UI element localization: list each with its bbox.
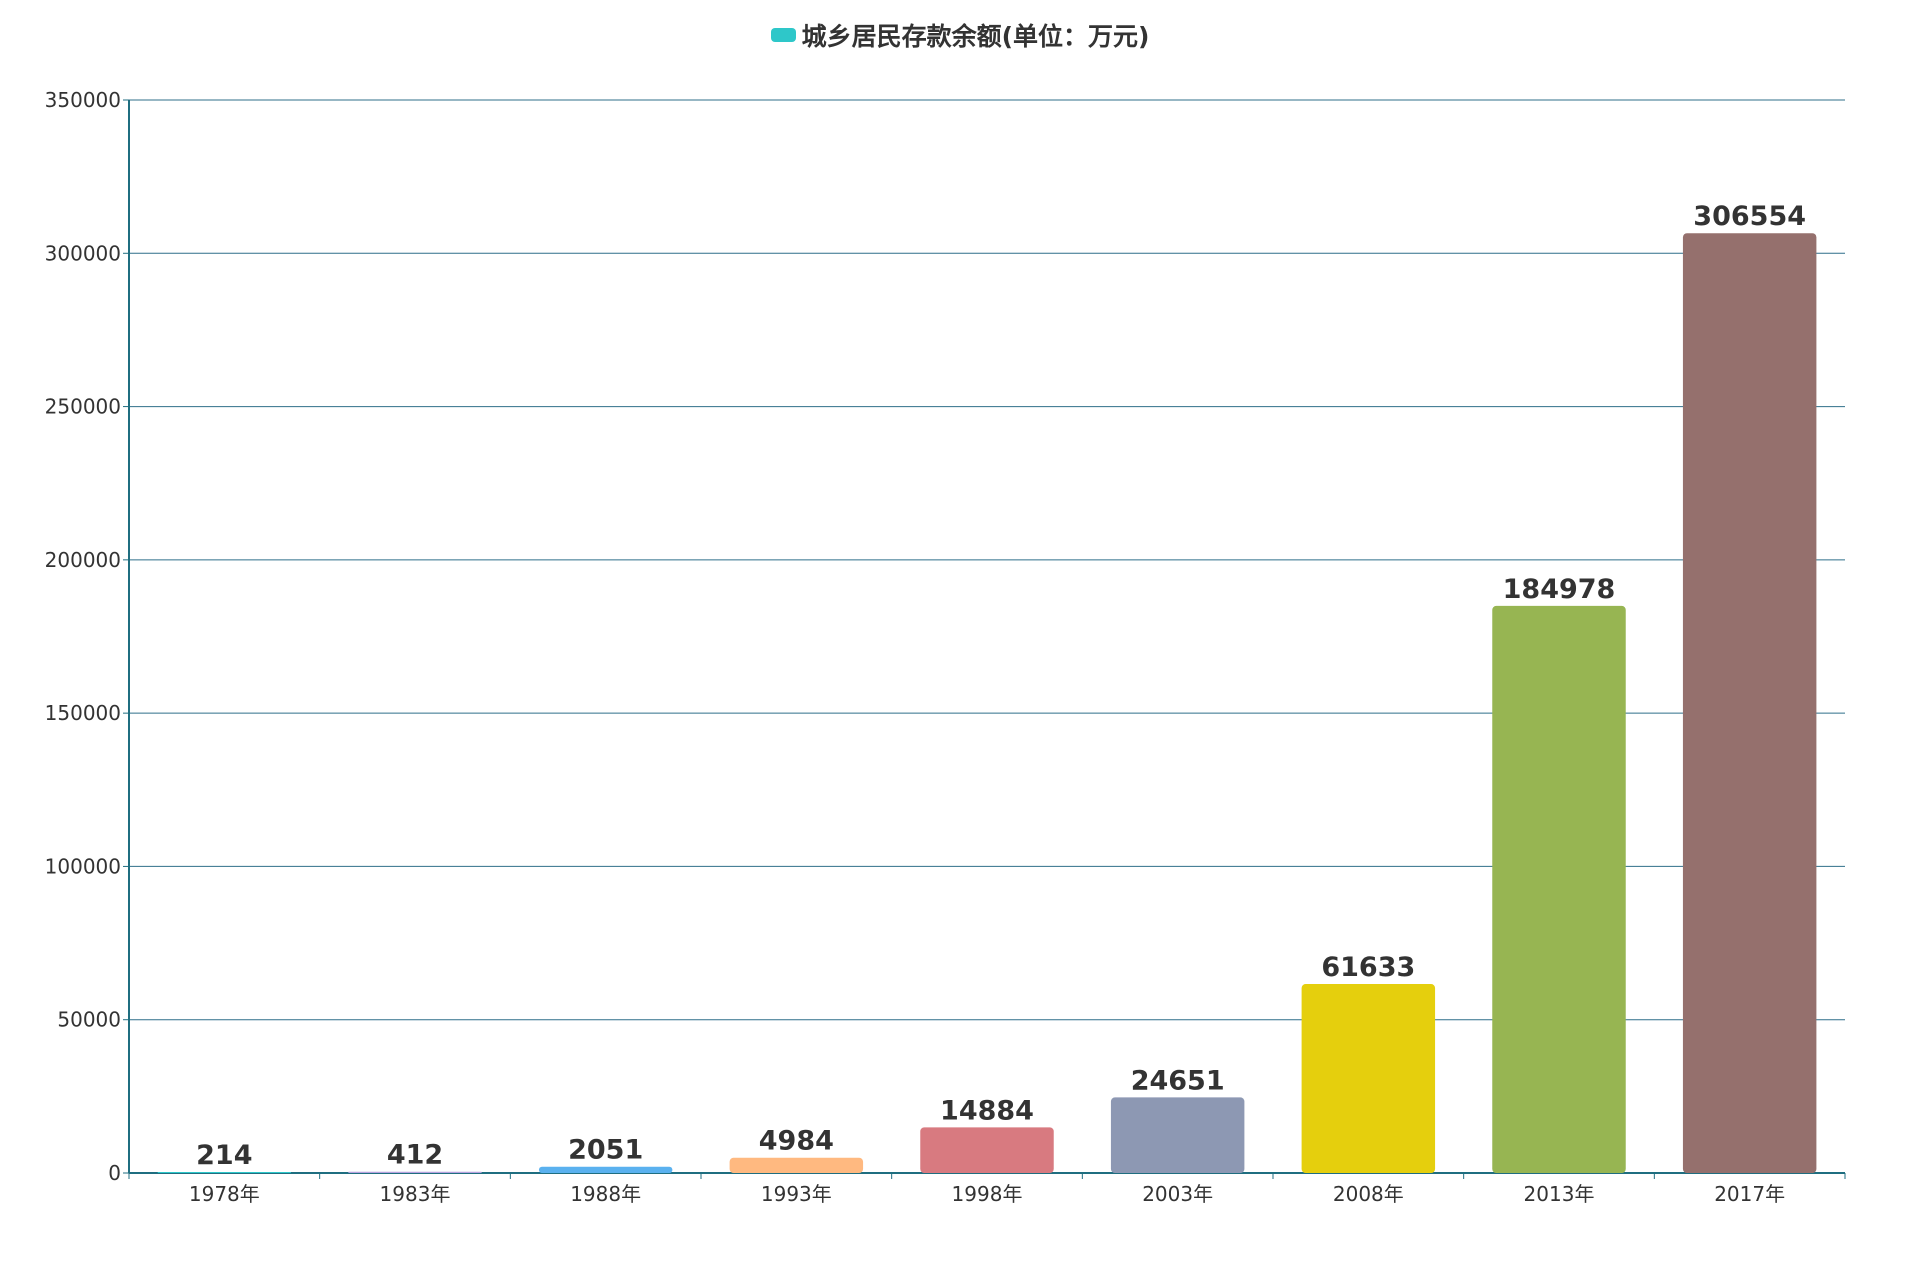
y-tick-label: 0 xyxy=(108,1161,121,1185)
x-tick-label: 1988年 xyxy=(570,1182,641,1206)
x-tick-label: 2013年 xyxy=(1524,1182,1595,1206)
bar xyxy=(729,1157,864,1173)
x-tick-label: 2003年 xyxy=(1142,1182,1213,1206)
y-tick-label: 150000 xyxy=(45,701,121,725)
y-tick-label: 250000 xyxy=(45,395,121,419)
bar xyxy=(1682,233,1817,1174)
bar xyxy=(1492,605,1626,1173)
y-tick-label: 350000 xyxy=(45,88,121,112)
x-tick-label: 2017年 xyxy=(1714,1182,1785,1206)
bar xyxy=(538,1166,673,1173)
x-tick-label: 1993年 xyxy=(761,1182,832,1206)
data-label: 306554 xyxy=(1693,201,1806,232)
bar xyxy=(1301,984,1436,1173)
bar xyxy=(1110,1097,1245,1173)
x-tick-label: 1998年 xyxy=(952,1182,1023,1206)
bar xyxy=(920,1127,1054,1173)
data-label: 412 xyxy=(387,1140,443,1171)
data-label: 14884 xyxy=(940,1095,1034,1126)
y-tick-label: 200000 xyxy=(45,548,121,572)
y-tick-label: 300000 xyxy=(45,241,121,265)
x-tick-label: 1978年 xyxy=(189,1182,260,1206)
data-label: 184978 xyxy=(1503,574,1616,605)
data-label: 24651 xyxy=(1131,1065,1225,1096)
data-label: 214 xyxy=(196,1140,252,1171)
bar xyxy=(348,1171,482,1173)
data-label: 4984 xyxy=(759,1126,834,1157)
legend-label: 城乡居民存款余额(单位：万元) xyxy=(801,22,1150,51)
x-tick-label: 2008年 xyxy=(1333,1182,1404,1206)
x-tick-label: 1983年 xyxy=(380,1182,451,1206)
data-label: 61633 xyxy=(1321,952,1415,983)
bar xyxy=(157,1172,292,1173)
legend-swatch xyxy=(770,28,796,42)
y-tick-label: 50000 xyxy=(57,1008,121,1032)
legend[interactable]: 城乡居民存款余额(单位：万元) xyxy=(0,20,1920,51)
y-tick-label: 100000 xyxy=(45,854,121,878)
data-label: 2051 xyxy=(568,1135,643,1166)
